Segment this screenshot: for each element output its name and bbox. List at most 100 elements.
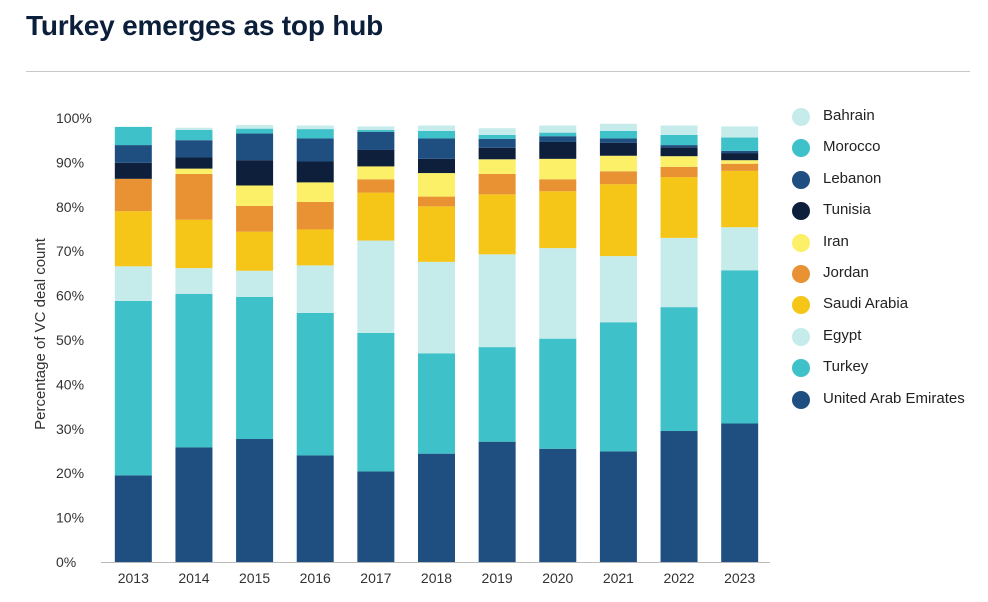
bar-segment-iran bbox=[478, 159, 516, 174]
bar-segment-iran bbox=[660, 156, 698, 167]
bar-segment-united-arab-emirates bbox=[114, 475, 152, 562]
legend-label: United Arab Emirates bbox=[823, 389, 965, 407]
legend-label: Saudi Arabia bbox=[823, 295, 909, 313]
y-axis-label: Percentage of VC deal count bbox=[32, 237, 49, 430]
bar-segment-bahrain bbox=[660, 125, 698, 135]
bar-segment-bahrain bbox=[357, 126, 395, 130]
bar-segment-lebanon bbox=[357, 131, 395, 150]
x-tick-label: 2016 bbox=[300, 570, 331, 586]
bar-segment-tunisia bbox=[721, 153, 759, 161]
bar-segment-tunisia bbox=[539, 141, 577, 159]
bar-segment-egypt bbox=[175, 268, 213, 294]
bar-segment-morocco bbox=[721, 137, 759, 151]
bar-segment-united-arab-emirates bbox=[660, 431, 698, 562]
bar-segment-iran bbox=[236, 185, 274, 206]
bar-segment-united-arab-emirates bbox=[296, 455, 334, 562]
bar-segment-turkey bbox=[114, 300, 152, 476]
bar-segment-turkey bbox=[418, 353, 455, 454]
legend-label: Jordan bbox=[823, 263, 869, 281]
bar-segment-united-arab-emirates bbox=[478, 441, 516, 562]
x-tick-label: 2013 bbox=[118, 570, 149, 586]
legend-swatch bbox=[792, 233, 810, 252]
bar-segment-saudi-arabia bbox=[357, 192, 395, 241]
bar-segment-iran bbox=[357, 166, 395, 180]
y-tick-label: 40% bbox=[56, 376, 84, 392]
y-tick-label: 100% bbox=[56, 110, 92, 126]
legend-swatch bbox=[792, 327, 810, 346]
bar-segment-jordan bbox=[236, 205, 274, 232]
bar-segment-egypt bbox=[478, 254, 516, 348]
legend-swatch bbox=[792, 170, 810, 189]
bar-segment-lebanon bbox=[296, 138, 334, 162]
bar-segment-saudi-arabia bbox=[296, 229, 334, 266]
bar-segment-jordan bbox=[599, 171, 637, 185]
x-tick-label: 2021 bbox=[603, 570, 634, 586]
bar-segment-united-arab-emirates bbox=[175, 447, 213, 562]
legend-swatch bbox=[792, 108, 810, 126]
bar-segment-egypt bbox=[599, 256, 637, 323]
bar-segment-jordan bbox=[114, 178, 152, 212]
bar-segment-tunisia bbox=[114, 162, 152, 179]
bar-segment-tunisia bbox=[296, 161, 334, 183]
bar-segment-morocco bbox=[236, 128, 274, 134]
title-divider bbox=[26, 71, 970, 72]
bar-segment-iran bbox=[175, 168, 213, 174]
bar-segment-united-arab-emirates bbox=[539, 448, 577, 562]
bar-segment-egypt bbox=[296, 265, 334, 313]
bar-segment-bahrain bbox=[296, 125, 334, 130]
bar-segment-bahrain bbox=[539, 125, 577, 133]
bar-segment-iran bbox=[296, 182, 334, 202]
bar-segment-morocco bbox=[357, 129, 395, 132]
bar-segment-egypt bbox=[660, 237, 698, 308]
bar-segment-lebanon bbox=[418, 138, 455, 159]
bar-segment-lebanon bbox=[478, 138, 516, 148]
y-tick-label: 70% bbox=[56, 243, 84, 259]
bar-segment-bahrain bbox=[599, 123, 637, 131]
bar-segment-tunisia bbox=[660, 147, 698, 157]
bar-segment-saudi-arabia bbox=[175, 219, 213, 269]
bar-segment-jordan bbox=[660, 166, 698, 178]
bar-segment-saudi-arabia bbox=[599, 184, 637, 257]
bar-segment-jordan bbox=[175, 173, 213, 220]
bar-segment-egypt bbox=[236, 270, 274, 297]
bar-segment-saudi-arabia bbox=[114, 211, 152, 267]
bar-segment-morocco bbox=[660, 134, 698, 146]
y-tick-label: 60% bbox=[56, 288, 84, 304]
bar-segment-bahrain bbox=[721, 126, 759, 138]
bar-segment-saudi-arabia bbox=[721, 170, 759, 228]
bar-segment-united-arab-emirates bbox=[236, 439, 274, 562]
bar-segment-jordan bbox=[478, 173, 516, 195]
bar-segment-turkey bbox=[599, 322, 637, 452]
y-tick-label: 30% bbox=[56, 421, 84, 437]
bar-segment-tunisia bbox=[478, 147, 516, 160]
bar-segment-jordan bbox=[418, 196, 455, 207]
legend-label: Tunisia bbox=[823, 201, 871, 219]
x-tick-label: 2018 bbox=[421, 570, 452, 586]
bar-segment-egypt bbox=[114, 266, 152, 301]
bar-segment-tunisia bbox=[236, 160, 274, 186]
bar-segment-jordan bbox=[357, 179, 395, 193]
bar-segment-egypt bbox=[539, 248, 577, 339]
bar-segment-egypt bbox=[418, 261, 455, 354]
bar-segment-jordan bbox=[721, 163, 759, 171]
bar-segment-iran bbox=[721, 160, 759, 164]
x-tick-label: 2019 bbox=[482, 570, 513, 586]
bar-segment-turkey bbox=[478, 347, 516, 442]
x-tick-label: 2020 bbox=[542, 570, 573, 586]
bar-segment-jordan bbox=[296, 201, 334, 230]
bar-segment-turkey bbox=[236, 296, 274, 440]
bar-segment-lebanon bbox=[721, 150, 759, 154]
y-tick-label: 80% bbox=[56, 199, 84, 215]
legend-label: Iran bbox=[823, 232, 849, 250]
bar-segment-morocco bbox=[539, 132, 577, 137]
bar-segment-iran bbox=[418, 173, 455, 197]
bar-segment-bahrain bbox=[478, 128, 516, 135]
bar-segment-saudi-arabia bbox=[478, 194, 516, 255]
bar-segment-egypt bbox=[721, 227, 759, 271]
bar-segment-tunisia bbox=[599, 142, 637, 156]
bar-segment-turkey bbox=[175, 293, 213, 448]
bar-segment-morocco bbox=[599, 130, 637, 139]
bar-segment-morocco bbox=[418, 130, 455, 139]
legend-swatch bbox=[792, 359, 810, 378]
